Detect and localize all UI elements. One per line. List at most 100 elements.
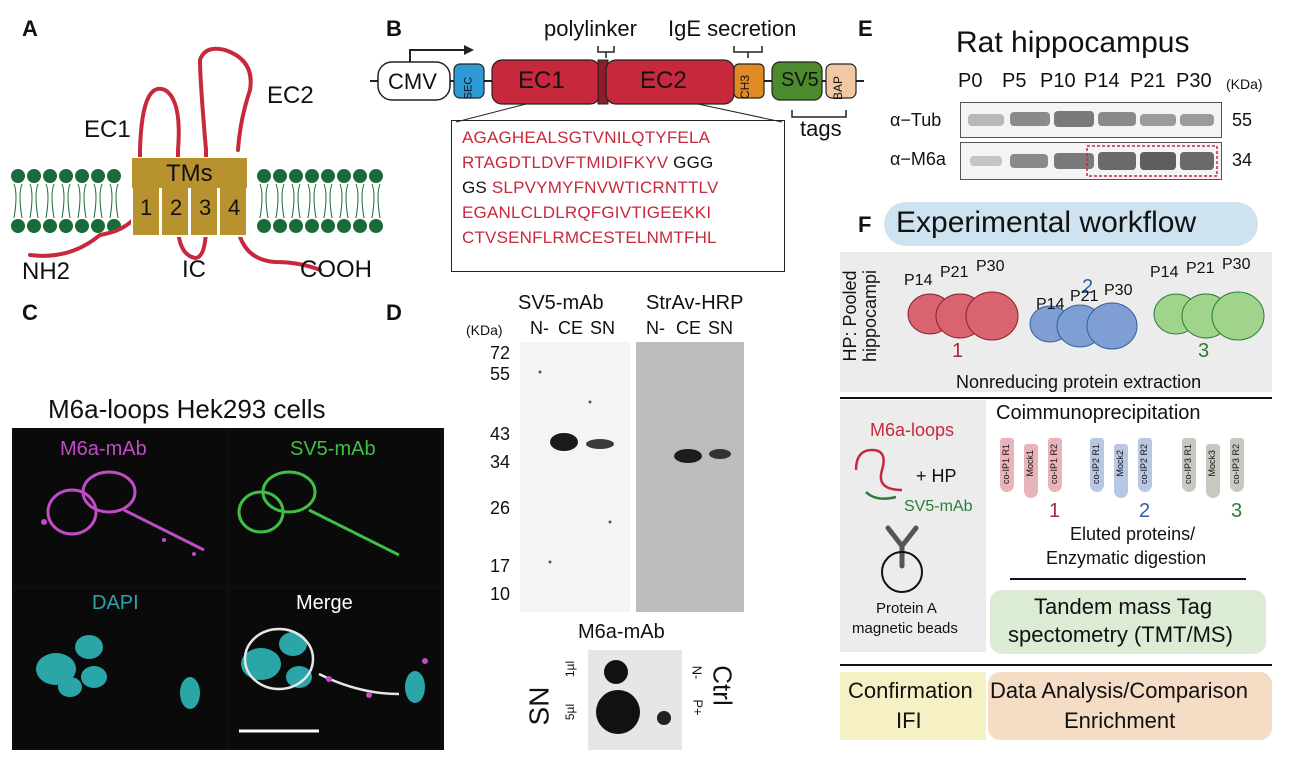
workflow-title: Experimental workflow [896, 206, 1197, 239]
sample-tube: Mock2 [1114, 444, 1128, 498]
n-minus-label: N- [689, 665, 705, 680]
hp-pooled-label: HP: Pooled hippocampi [840, 269, 880, 363]
ec2-label: EC2 [267, 82, 314, 109]
dapi-channel-label: DAPI [92, 592, 139, 614]
kda-55: 55 [1232, 110, 1253, 130]
marker-34: 34 [490, 452, 511, 472]
tm-2-label: 2 [170, 195, 183, 220]
mice-illustration [907, 291, 1265, 350]
panel-f-label: F [858, 212, 872, 237]
sample-tube: co-IP2 R1 [1090, 438, 1104, 492]
group1-age-2: P21 [940, 264, 969, 281]
nonreducing-label: Nonreducing protein extraction [956, 372, 1202, 392]
ec1-label: EC1 [84, 116, 131, 143]
tube-group-3-number: 3 [1231, 500, 1243, 522]
confirmation-label-2: IFI [896, 708, 922, 733]
construct-diagram [370, 45, 864, 123]
polylinker-label: polylinker [544, 16, 637, 41]
beads-label-1: Protein A [876, 600, 937, 617]
tube-label: co-IP1 R1 [1001, 444, 1011, 485]
kda-header: (KDa) [1226, 76, 1263, 92]
western-blot-tub [960, 102, 1222, 138]
analysis-label-1: Data Analysis/Comparison [990, 678, 1249, 703]
nh2-label: NH2 [22, 258, 71, 285]
group3-age-2: P21 [1186, 260, 1215, 277]
western-blot-m6a [960, 142, 1222, 180]
sample-tube: Mock1 [1024, 444, 1038, 498]
ctrl-label: Ctrl [707, 665, 738, 706]
marker-55: 55 [490, 364, 511, 384]
microscopy-image-sv5 [229, 430, 441, 585]
divider-line-2 [1010, 578, 1246, 580]
lane-ce-2: CE [676, 318, 702, 338]
sequence-box: AGAGHEALSGTVNILQTYFELA RTAGDTLDVFTMIDIFK… [451, 120, 785, 272]
tags-label: tags [800, 116, 842, 141]
age-p10: P10 [1040, 70, 1076, 92]
merge-channel-label: Merge [296, 592, 353, 614]
sample-tube: co-IP1 R1 [1000, 438, 1014, 492]
loop-and-antibody-icon [854, 448, 923, 593]
age-p30: P30 [1176, 70, 1212, 92]
group2-number: 2 [1082, 276, 1094, 298]
tub-row-label: α−Tub [890, 110, 942, 130]
tms-label: TMs [166, 160, 213, 187]
confirmation-box [840, 672, 986, 740]
sequence-line: CTVSENFLRMCESTELNMTFHL [462, 228, 717, 247]
bap-block: BAP [831, 75, 846, 101]
age-p0: P0 [958, 70, 983, 92]
group-2-mice [1029, 302, 1138, 350]
tmt-label-2: spectometry (TMT/MS) [1008, 622, 1233, 647]
group1-age-3: P30 [976, 258, 1005, 275]
ec2-block: EC2 [640, 67, 687, 94]
sequence-segment: RTAGDTLDVFTMIDIFKYV [462, 153, 669, 172]
tm-3-label: 3 [199, 195, 212, 220]
ige-secretion-label: IgE secretion [668, 16, 797, 41]
m6a-loops-label: M6a-loops [870, 420, 955, 440]
kda-label: (KDa) [466, 322, 503, 338]
panel-d-label: D [386, 300, 402, 325]
linker-segment: GS [462, 178, 492, 197]
sec-block: SEC [462, 76, 475, 100]
sample-tube: co-IP3 R1 [1182, 438, 1196, 492]
sn-label: SN [523, 686, 555, 726]
group1-age-1: P14 [904, 272, 933, 289]
western-blot-sv5 [520, 342, 630, 612]
sequence-line: AGAGHEALSGTVNILQTYFELA [462, 128, 711, 147]
group3-number: 3 [1198, 340, 1210, 362]
m6a-mab-channel-label: M6a-mAb [60, 438, 147, 460]
panel-e-title: Rat hippocampus [956, 26, 1190, 59]
lane-n-minus-2: N- [646, 318, 665, 338]
group1-number: 1 [952, 340, 964, 362]
ic-label: IC [182, 256, 206, 283]
marker-17: 17 [490, 556, 511, 576]
workflow-title-banner [884, 202, 1258, 246]
beads-label-2: magnetic beads [852, 620, 958, 637]
tube-label: co-IP2 R2 [1139, 444, 1149, 485]
tube-label: Mock2 [1115, 450, 1125, 477]
marker-43: 43 [490, 424, 511, 444]
plus-hp-label: + HP [916, 466, 957, 486]
microscopy-image-merge [229, 589, 441, 748]
sequence-line: EGANLCLDLRQFGIVTIGEEKKI [462, 203, 712, 222]
coimmuno-label: Coimmunoprecipitation [996, 402, 1201, 424]
marker-72: 72 [490, 343, 511, 363]
dot-blot [588, 650, 682, 750]
marker-26: 26 [490, 498, 511, 518]
tube-group-2-number: 2 [1139, 500, 1151, 522]
tube-group-1-number: 1 [1049, 500, 1061, 522]
analysis-box [988, 672, 1272, 740]
tmt-label-1: Tandem mass Tag [1034, 594, 1213, 619]
sv5-block: SV5 [781, 69, 819, 91]
tube-label: co-IP2 R1 [1091, 444, 1101, 485]
blot1-title: SV5-mAb [518, 292, 604, 314]
tube-label: co-IP1 R2 [1049, 444, 1059, 485]
tube-label: co-IP3 R2 [1231, 444, 1241, 485]
cmv-promoter: CMV [388, 69, 437, 94]
lane-sn-1: SN [590, 318, 616, 338]
panel-a-label: A [22, 16, 38, 41]
age-p5: P5 [1002, 70, 1027, 92]
lane-n-minus-1: N- [530, 318, 549, 338]
group-3-mice [1153, 291, 1265, 341]
sample-tube: co-IP3 R2 [1230, 438, 1244, 492]
group2-age-3: P30 [1104, 282, 1133, 299]
